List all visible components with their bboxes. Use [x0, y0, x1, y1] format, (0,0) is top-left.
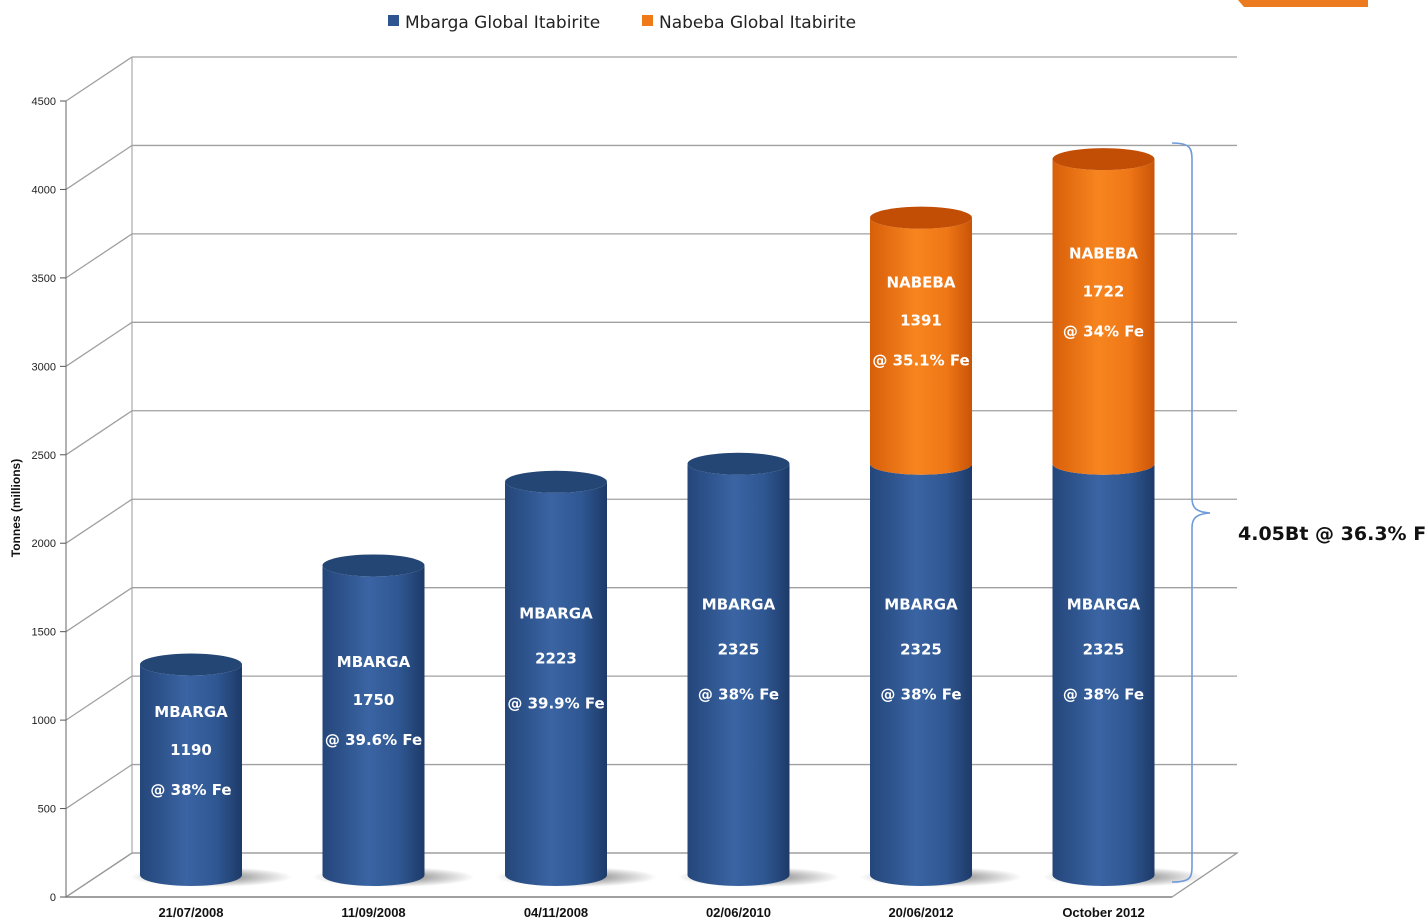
bar-mbarga — [140, 664, 242, 886]
x-tick-label: 11/09/2008 — [341, 905, 405, 920]
x-axis: 21/07/2008 11/09/2008 04/11/2008 02/06/2010… — [158, 905, 1144, 920]
bar-top-cap — [140, 653, 242, 676]
y-tick-label: 3000 — [32, 361, 56, 373]
bar-label-name: NABEBA — [887, 274, 956, 292]
y-tick-label: 1000 — [32, 715, 56, 727]
gridline-side — [65, 233, 133, 279]
bar-label-name: MBARGA — [519, 604, 593, 622]
bar-label-grade: @ 38% Fe — [880, 685, 961, 703]
bar-mbarga — [687, 463, 790, 886]
bar-mbarga — [1052, 463, 1155, 886]
bar-top-cap — [1052, 148, 1155, 171]
bar-top-cap — [505, 470, 607, 493]
y-tick-label: 4000 — [32, 184, 56, 196]
x-tick-label: October 2012 — [1062, 905, 1144, 920]
bar-top-cap — [322, 554, 425, 577]
bar-label-value: 1391 — [900, 312, 942, 330]
total-bracket — [1171, 142, 1211, 883]
y-tick-label: 2000 — [32, 538, 56, 550]
legend-swatch-mbarga — [388, 15, 399, 26]
bar-label-name: NABEBA — [1069, 244, 1138, 262]
bar-label-name: MBARGA — [337, 653, 411, 671]
bar-label-value: 1190 — [170, 741, 212, 759]
x-tick-label: 21/07/2008 — [158, 905, 223, 920]
bar-nabeba — [870, 217, 972, 475]
y-tick-label: 2500 — [32, 450, 56, 462]
bar-label-grade: @ 38% Fe — [1063, 685, 1144, 703]
bar-top-cap — [687, 452, 790, 475]
bar-top-cap — [870, 206, 972, 229]
bar-mbarga — [870, 463, 972, 886]
bar-label-grade: @ 39.9% Fe — [507, 694, 604, 712]
y-tick-label: 500 — [38, 804, 56, 816]
x-tick-label: 02/06/2010 — [706, 905, 771, 920]
total-annotation: 4.05Bt @ 36.3% Fe — [1238, 523, 1426, 545]
legend-label-mbarga: Mbarga Global Itabirite — [405, 13, 600, 33]
bar-label-grade: @ 38% Fe — [698, 685, 779, 703]
bar-label-grade: @ 35.1% Fe — [872, 352, 969, 370]
bar-label-value: 2325 — [1083, 640, 1125, 658]
x-tick-label: 20/06/2012 — [888, 905, 953, 920]
bar-nabeba — [1052, 159, 1155, 475]
gridline-side — [65, 321, 133, 367]
bar-label-grade: @ 39.6% Fe — [325, 731, 422, 749]
bar-label-value: 2223 — [535, 649, 577, 667]
gridline-side — [65, 587, 133, 633]
bar-label-name: MBARGA — [1067, 595, 1141, 613]
y-tick-label: 3500 — [32, 273, 56, 285]
y-tick-label: 4500 — [32, 96, 56, 108]
y-tick-label: 0 — [50, 892, 56, 904]
x-tick-label: 04/11/2008 — [524, 905, 588, 920]
bars: MBARGA 1190 @ 38% Fe MBARGA 1750 @ 39.6% Fe MB… — [130, 148, 1205, 887]
bar-label-name: MBARGA — [154, 703, 228, 721]
gridline-side — [65, 410, 133, 456]
gridline-side — [65, 56, 133, 102]
bar-label-name: MBARGA — [884, 595, 958, 613]
legend-label-nabeba: Nabeba Global Itabirite — [659, 13, 856, 33]
y-axis: 0 500 1000 1500 2000 2500 3000 3500 4000 4500 — [32, 96, 67, 904]
bar-mbarga — [505, 481, 607, 886]
bar-label-value: 2325 — [718, 640, 760, 658]
y-axis-title: Tonnes (millions) — [9, 459, 23, 557]
y-tick-label: 1500 — [32, 627, 56, 639]
legend-swatch-nabeba — [642, 15, 653, 26]
chart-floor — [63, 852, 1240, 898]
bar-label-value: 2325 — [900, 640, 942, 658]
bar-label-grade: @ 34% Fe — [1063, 322, 1144, 340]
bar-label-grade: @ 38% Fe — [150, 781, 231, 799]
gridline-side — [65, 498, 133, 544]
bar-label-value: 1750 — [353, 691, 395, 709]
gridline-side — [65, 675, 133, 721]
bar-mbarga — [322, 565, 425, 886]
orange-corner-tab — [1238, 0, 1368, 7]
bar-label-value: 1722 — [1083, 282, 1125, 300]
bar-label-name: MBARGA — [702, 595, 776, 613]
gridline-side — [65, 764, 133, 810]
legend: Mbarga Global Itabirite Nabeba Global It… — [388, 13, 856, 33]
gridline-side — [65, 144, 133, 190]
